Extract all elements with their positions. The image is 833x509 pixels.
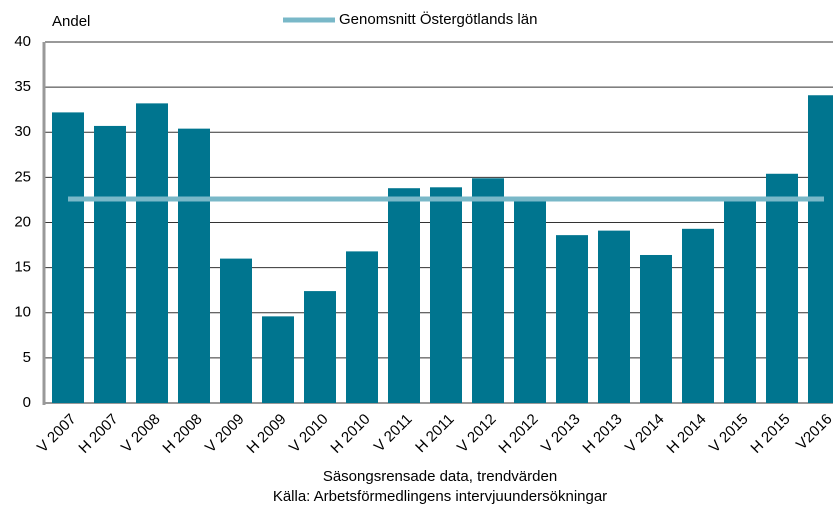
x-tick-label: V 2014 (622, 411, 668, 457)
source: Källa: Arbetsförmedlingens intervjuunder… (273, 488, 607, 505)
x-tick-label: V 2015 (706, 411, 752, 457)
bar (472, 178, 504, 403)
bar (598, 230, 630, 403)
y-tick-label: 5 (23, 349, 31, 366)
x-tick-label: V 2007 (34, 411, 80, 457)
y-tick-label: 40 (14, 33, 31, 50)
bar (388, 188, 420, 403)
bar (808, 95, 833, 403)
bar (766, 173, 798, 403)
x-tick-label: V2016 (793, 411, 833, 454)
y-axis-label: Andel (52, 13, 90, 30)
bar (346, 251, 378, 403)
bar (52, 112, 84, 404)
x-tick-label: H 2014 (663, 411, 709, 457)
y-tick-label: 0 (23, 394, 31, 411)
bar (136, 103, 168, 404)
bar (682, 228, 714, 403)
bar (178, 128, 210, 403)
x-tick-label: V 2011 (371, 411, 416, 456)
bar (514, 199, 546, 403)
bar (640, 254, 672, 403)
y-tick-label: 25 (14, 168, 31, 185)
y-tick-label: 10 (14, 304, 31, 321)
x-tick-label: V 2013 (538, 411, 584, 457)
x-tick-label: H 2008 (159, 411, 205, 457)
x-tick-label: V 2008 (118, 411, 164, 457)
legend-label: Genomsnitt Östergötlands län (339, 10, 537, 28)
y-tick-label: 30 (14, 123, 31, 140)
x-tick-label: H 2011 (412, 411, 457, 456)
bar (304, 291, 336, 403)
x-tick-label: V 2012 (454, 411, 500, 457)
x-axis-label: Säsongsrensade data, trendvärden (323, 468, 557, 485)
x-tick-label: H 2015 (747, 411, 793, 457)
x-tick-label: H 2013 (579, 411, 625, 457)
bar (724, 197, 756, 403)
y-tick-label: 15 (14, 259, 31, 276)
x-tick-label: V 2009 (202, 411, 248, 457)
y-tick-label: 20 (14, 213, 31, 230)
bar (430, 187, 462, 403)
y-tick-label: 35 (14, 78, 31, 95)
x-tick-label: H 2009 (243, 411, 289, 457)
x-tick-label: H 2010 (327, 411, 373, 457)
bar (556, 235, 588, 403)
bar (220, 258, 252, 403)
x-tick-label: H 2007 (75, 411, 121, 457)
x-tick-label: V 2010 (286, 411, 332, 457)
bar (262, 316, 294, 403)
bar (94, 125, 126, 404)
x-tick-label: H 2012 (495, 411, 541, 457)
